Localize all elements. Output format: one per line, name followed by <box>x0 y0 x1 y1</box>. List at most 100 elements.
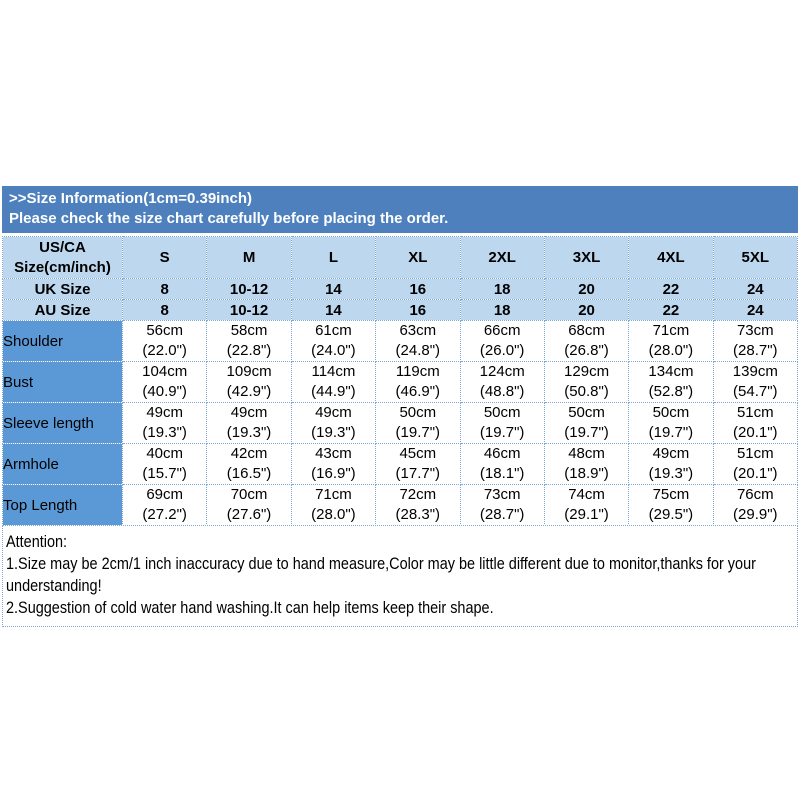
measure-cm: 73cm <box>736 322 774 339</box>
measure-row-top-length: Top Length 69cm (27.2") 70cm (27.6") 71cm (28.… <box>2 484 799 526</box>
measure-inch: (19.7") <box>395 424 441 441</box>
measure-inch: (46.9") <box>395 383 441 400</box>
measure-inch: (26.0") <box>479 342 525 359</box>
size-value-cell: 18 <box>459 278 545 300</box>
measure-inch: (28.0") <box>311 506 356 523</box>
measure-cm: 71cm <box>315 486 352 503</box>
measure-inch: (16.9") <box>311 465 356 482</box>
measure-inch: (54.7") <box>733 383 778 400</box>
measure-inch: (22.0") <box>142 342 187 359</box>
size-row-uk-size: UK Size 8 10-12 14 16 18 20 22 24 <box>2 278 799 300</box>
measure-cm: 50cm <box>568 404 605 421</box>
size-value-cell: 14 <box>290 278 377 300</box>
table-header: US/CA Size(cm/inch) S M L XL 2XL 3XL 4XL 5XL UK Si… <box>2 236 799 321</box>
measure-cm: 49cm <box>230 404 268 421</box>
measure-inch: (19.3") <box>311 424 356 441</box>
measure-cell: 69cm (27.2") <box>121 484 208 526</box>
measure-row-sleeve-length: Sleeve length 49cm (19.3") 49cm (19.3") 49cm (… <box>2 402 799 444</box>
measure-cell: 70cm (27.6") <box>206 484 292 526</box>
measure-cell: 49cm (19.3") <box>206 402 292 444</box>
measure-cell: 48cm (18.9") <box>543 443 630 485</box>
measure-inch: (18.9") <box>564 465 609 482</box>
measure-cell: 45cm (17.7") <box>375 443 461 485</box>
measure-cm: 139cm <box>732 363 778 380</box>
measure-cell: 74cm (29.1") <box>543 484 630 526</box>
measure-inch: (19.3") <box>648 465 694 482</box>
measure-inch: (24.8") <box>395 342 441 359</box>
measure-cell: 50cm (19.7") <box>543 402 630 444</box>
measure-cm: 69cm <box>146 486 184 503</box>
measure-cell: 56cm (22.0") <box>121 320 208 362</box>
measure-row-shoulder: Shoulder 56cm (22.0") 58cm (22.8") 61cm (24.0"… <box>2 320 799 362</box>
measure-cell: 40cm (15.7") <box>121 443 208 485</box>
measure-inch: (28.7") <box>479 506 525 523</box>
measure-cm: 61cm <box>315 322 352 339</box>
measure-cell: 139cm (54.7") <box>712 361 799 403</box>
measure-cm: 74cm <box>568 486 605 503</box>
measure-inch: (29.9") <box>733 506 778 523</box>
measure-cm: 76cm <box>736 486 774 503</box>
measure-inch: (29.1") <box>564 506 609 523</box>
measure-cell: 61cm (24.0") <box>290 320 377 362</box>
measure-inch: (44.9") <box>311 383 356 400</box>
measure-cm: 72cm <box>399 486 437 503</box>
measure-inch: (19.7") <box>564 424 609 441</box>
size-row-label: UK Size <box>2 278 123 300</box>
size-column-header-l: L <box>290 236 377 279</box>
measure-cell: 50cm (19.7") <box>375 402 461 444</box>
measure-cm: 58cm <box>230 322 268 339</box>
size-column-header-4xl: 4XL <box>628 236 714 279</box>
measure-cm: 51cm <box>736 445 774 462</box>
measure-cell: 50cm (19.7") <box>628 402 714 444</box>
measure-cm: 46cm <box>483 445 521 462</box>
measure-cell: 129cm (50.8") <box>543 361 630 403</box>
measure-row-armhole: Armhole 40cm (15.7") 42cm (16.5") 43cm (16.9")… <box>2 443 799 485</box>
measure-cell: 71cm (28.0") <box>628 320 714 362</box>
size-column-header-s: S <box>121 236 208 279</box>
measure-cm: 134cm <box>648 363 694 380</box>
measure-cell: 76cm (29.9") <box>712 484 799 526</box>
measure-cm: 49cm <box>146 404 184 421</box>
size-value-cell: 8 <box>121 278 208 300</box>
size-value-cell: 22 <box>628 299 714 321</box>
banner-subtitle: Please check the size chart carefully be… <box>9 210 449 227</box>
measure-cm: 63cm <box>399 322 437 339</box>
measure-row-label: Shoulder <box>2 320 123 362</box>
size-row-au-size: AU Size 8 10-12 14 16 18 20 22 24 <box>2 299 799 321</box>
measure-cell: 124cm (48.8") <box>459 361 545 403</box>
measure-cm: 104cm <box>142 363 188 380</box>
size-column-header-m: M <box>206 236 292 279</box>
measure-inch: (19.3") <box>142 424 187 441</box>
size-value-cell: 14 <box>290 299 377 321</box>
measure-cell: 66cm (26.0") <box>459 320 545 362</box>
measure-cell: 134cm (52.8") <box>628 361 714 403</box>
measure-cell: 51cm (20.1") <box>712 402 799 444</box>
header-row: US/CA Size(cm/inch) S M L XL 2XL 3XL 4XL 5XL <box>2 236 799 279</box>
measure-cell: 104cm (40.9") <box>121 361 208 403</box>
measure-row-label: Bust <box>2 361 123 403</box>
size-value-cell: 16 <box>375 278 461 300</box>
banner-title: >>Size Information(1cm=0.39inch) <box>9 190 252 207</box>
measure-cell: 119cm (46.9") <box>375 361 461 403</box>
corner-header-cell: US/CA Size(cm/inch) <box>2 236 123 279</box>
measure-cm: 50cm <box>483 404 521 421</box>
measure-inch: (22.8") <box>226 342 272 359</box>
size-row-label: AU Size <box>2 299 123 321</box>
measure-inch: (27.2") <box>142 506 187 523</box>
size-value-cell: 22 <box>628 278 714 300</box>
size-value-cell: 8 <box>121 299 208 321</box>
measure-cell: 73cm (28.7") <box>712 320 799 362</box>
measure-cell: 51cm (20.1") <box>712 443 799 485</box>
size-column-header-3xl: 3XL <box>543 236 630 279</box>
measure-cm: 40cm <box>146 445 184 462</box>
measure-cm: 45cm <box>399 445 437 462</box>
measure-cell: 68cm (26.8") <box>543 320 630 362</box>
measure-cell: 73cm (28.7") <box>459 484 545 526</box>
measure-inch: (28.0") <box>648 342 694 359</box>
measure-inch: (40.9") <box>142 383 187 400</box>
measure-inch: (26.8") <box>564 342 609 359</box>
measure-cell: 49cm (19.3") <box>290 402 377 444</box>
measure-cell: 50cm (19.7") <box>459 402 545 444</box>
size-value-cell: 10-12 <box>206 299 292 321</box>
